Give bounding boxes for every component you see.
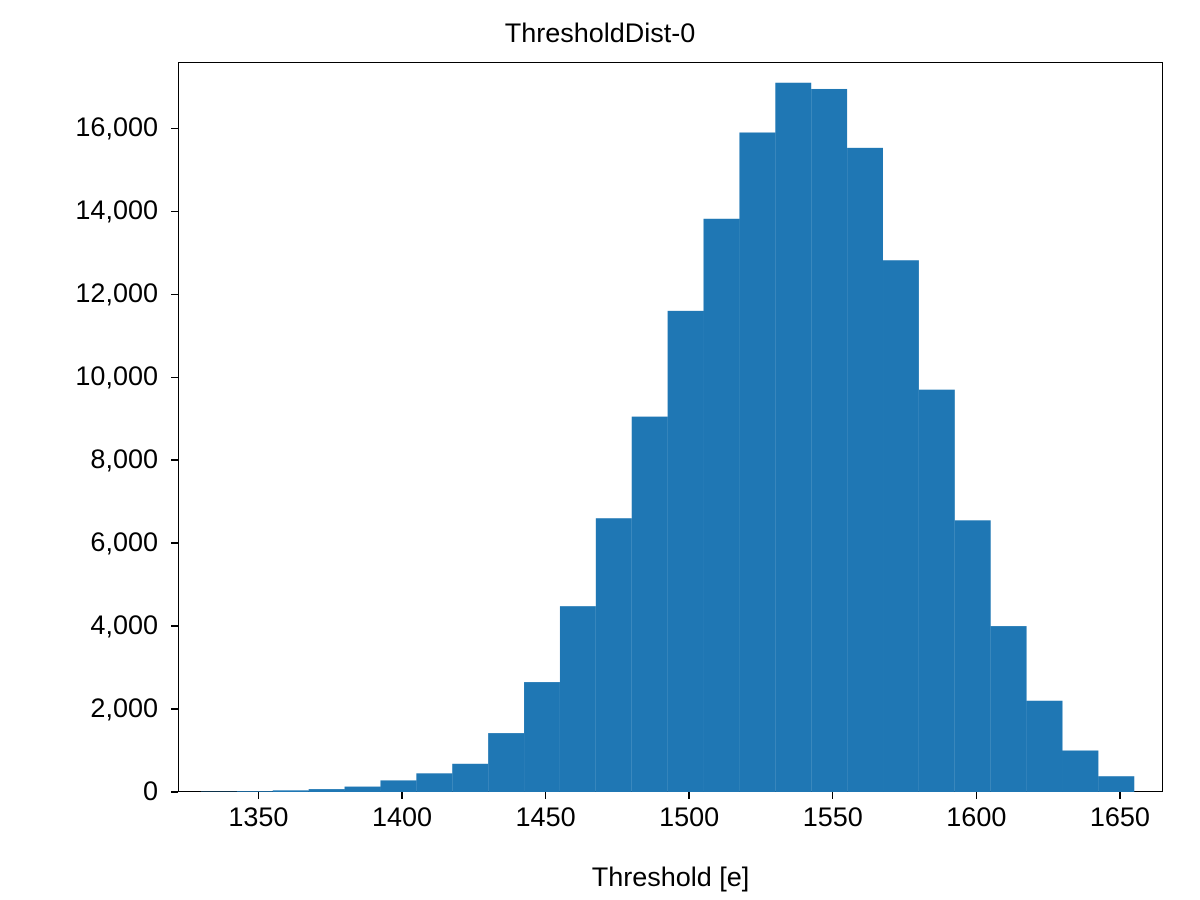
histogram-bar (1098, 776, 1134, 792)
x-tick-label: 1400 (352, 802, 452, 833)
x-axis-title: Threshold [e] (178, 862, 1163, 893)
histogram-bar (847, 148, 883, 792)
histogram-bar (991, 626, 1027, 792)
y-tick-mark (171, 542, 178, 543)
chart-title: ThresholdDist-0 (0, 18, 1200, 49)
x-tick-mark (832, 792, 833, 799)
histogram-bar (1027, 701, 1063, 792)
histogram-bar (524, 682, 560, 792)
histogram-bar (560, 606, 596, 792)
histogram-bar (273, 790, 309, 792)
y-tick-mark (171, 211, 178, 212)
histogram-bar (704, 219, 740, 792)
histogram-bar (596, 518, 632, 792)
y-tick-mark (171, 791, 178, 792)
y-tick-mark (171, 128, 178, 129)
plot-area: 0 2,000 4,000 6,000 8,000 10,000 12,000 14,000 1… (178, 62, 1163, 792)
histogram-bar (1062, 751, 1098, 792)
y-tick-label: 2,000 (8, 693, 158, 724)
y-tick-label: 14,000 (8, 195, 158, 226)
histogram-bar (811, 89, 847, 792)
chart-container: ThresholdDist-0 0 2,000 4,000 6,000 8,000 10,… (0, 0, 1200, 900)
histogram-bar (380, 780, 416, 792)
histogram-bar (739, 133, 775, 792)
y-tick-label: 12,000 (8, 278, 158, 309)
x-tick-label: 1500 (639, 802, 739, 833)
y-tick-mark (171, 708, 178, 709)
y-tick-label: 10,000 (8, 361, 158, 392)
y-tick-mark (171, 625, 178, 626)
histogram-bar (488, 733, 524, 792)
y-tick-mark (171, 459, 178, 460)
x-tick-label: 1450 (496, 802, 596, 833)
x-tick-mark (1119, 792, 1120, 799)
histogram-bar (955, 520, 991, 792)
y-tick-label: 8,000 (8, 444, 158, 475)
y-tick-label: 6,000 (8, 527, 158, 558)
histogram-bar (919, 390, 955, 792)
histogram-bar (345, 787, 381, 792)
x-tick-mark (401, 792, 402, 799)
histogram-bar (237, 791, 273, 792)
histogram-bar (416, 773, 452, 792)
x-tick-label: 1350 (208, 802, 308, 833)
y-tick-label: 0 (8, 776, 158, 807)
y-tick-label: 4,000 (8, 610, 158, 641)
histogram-bar (632, 417, 668, 792)
x-tick-mark (688, 792, 689, 799)
histogram-bar (883, 260, 919, 792)
histogram-bar (775, 83, 811, 792)
y-tick-mark (171, 294, 178, 295)
x-tick-label: 1650 (1070, 802, 1170, 833)
x-tick-mark (545, 792, 546, 799)
x-tick-mark (976, 792, 977, 799)
x-tick-label: 1550 (783, 802, 883, 833)
histogram-bar (309, 789, 345, 792)
histogram-bars (178, 62, 1163, 792)
histogram-bar (452, 764, 488, 792)
histogram-bar (668, 311, 704, 792)
y-tick-label: 16,000 (8, 112, 158, 143)
x-tick-mark (258, 792, 259, 799)
y-tick-mark (171, 377, 178, 378)
x-tick-label: 1600 (926, 802, 1026, 833)
